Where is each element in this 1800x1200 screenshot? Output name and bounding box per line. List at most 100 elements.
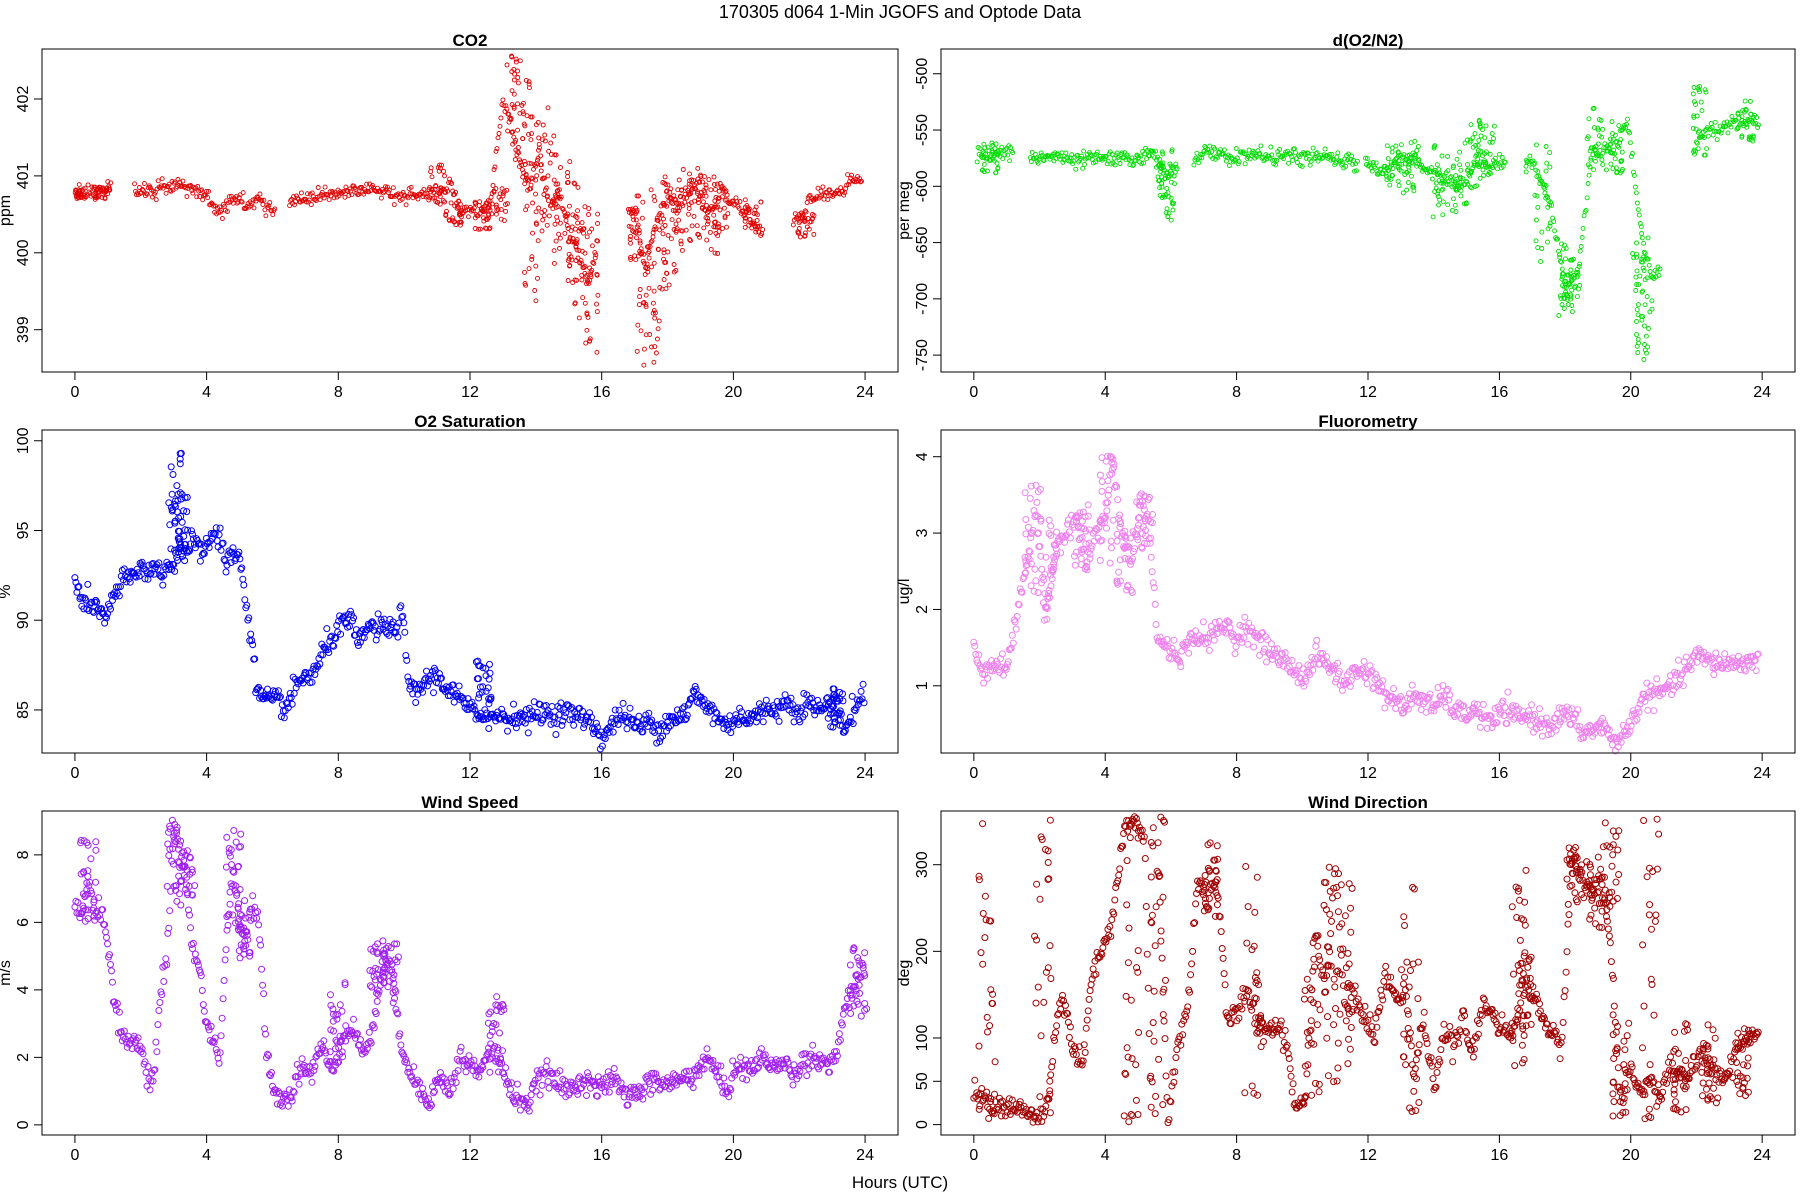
- data-point: [1159, 180, 1165, 186]
- data-point: [689, 223, 695, 229]
- data-point: [1012, 625, 1020, 633]
- data-point: [1612, 156, 1618, 162]
- x-tick-label: 0: [70, 765, 79, 782]
- data-point: [808, 219, 814, 225]
- data-point: [533, 122, 539, 128]
- data-point: [846, 181, 852, 187]
- data-point: [475, 694, 483, 702]
- data-point: [859, 680, 867, 688]
- data-point: [1393, 143, 1399, 149]
- data-point: [659, 212, 665, 218]
- data-point: [200, 197, 206, 203]
- data-point: [1690, 91, 1696, 97]
- data-point: [476, 226, 481, 232]
- data-point: [401, 628, 409, 636]
- data-point: [1008, 631, 1016, 639]
- data-point: [711, 224, 717, 230]
- data-point: [1389, 145, 1395, 151]
- data-point: [536, 147, 541, 153]
- data-point: [592, 719, 600, 727]
- data-point: [582, 204, 588, 210]
- data-point: [1635, 350, 1641, 355]
- data-point: [1373, 160, 1379, 166]
- data-point: [304, 191, 310, 197]
- data-point: [673, 221, 679, 227]
- x-axis: 0 4 8 12 16 20 24: [70, 753, 874, 782]
- data-point: [201, 192, 207, 198]
- data-point: [166, 907, 174, 915]
- data-point: [378, 195, 384, 201]
- data-point: [533, 177, 539, 183]
- data-point: [1395, 178, 1401, 184]
- data-point: [1177, 663, 1185, 671]
- data-point: [647, 332, 653, 337]
- y-axis: -750-700-650-600-550-500: [914, 58, 941, 371]
- data-point: [1619, 149, 1625, 155]
- data-point: [1071, 552, 1078, 560]
- data-point: [234, 200, 240, 206]
- data-point: [1343, 163, 1349, 169]
- data-point: [1712, 119, 1718, 125]
- data-point: [85, 182, 91, 188]
- data-point: [594, 301, 599, 307]
- data-point: [647, 244, 653, 250]
- data-point: [1114, 150, 1120, 156]
- data-point: [803, 209, 809, 215]
- data-point: [159, 581, 167, 589]
- data-point: [1386, 167, 1392, 173]
- data-point: [198, 188, 204, 194]
- data-point: [1160, 193, 1166, 199]
- data-point: [346, 192, 352, 198]
- data-point: [1314, 150, 1320, 156]
- data-point: [746, 222, 752, 228]
- data-point: [490, 183, 496, 188]
- data-point: [1532, 160, 1538, 166]
- data-point: [1413, 152, 1418, 158]
- data-point: [1557, 252, 1562, 258]
- data-point: [492, 164, 498, 170]
- data-point: [1584, 195, 1590, 201]
- data-point: [1384, 177, 1390, 183]
- data-point: [498, 216, 504, 222]
- data-point: [522, 269, 527, 275]
- data-point: [1646, 326, 1651, 331]
- data-point: [841, 192, 847, 198]
- data-point: [1725, 130, 1731, 136]
- data-point: [427, 195, 433, 201]
- data-point: [1599, 157, 1605, 163]
- data-point: [645, 269, 651, 275]
- data-point: [1112, 162, 1118, 168]
- data-point: [1756, 122, 1761, 128]
- y-tick-label: -750: [914, 339, 931, 371]
- data-point: [594, 271, 600, 277]
- data-point: [1070, 161, 1076, 167]
- data-point: [504, 727, 511, 735]
- data-point: [1117, 161, 1123, 166]
- data-point: [542, 138, 548, 144]
- data-point: [1494, 166, 1500, 172]
- data-point: [544, 222, 550, 228]
- data-point: [526, 131, 531, 137]
- data-point: [1614, 139, 1620, 145]
- data-point: [1205, 646, 1213, 654]
- data-point: [589, 243, 595, 249]
- data-point: [1442, 174, 1448, 180]
- data-point: [753, 229, 759, 235]
- data-point: [437, 201, 443, 207]
- data-point: [667, 195, 673, 200]
- data-point: [1623, 124, 1628, 130]
- data-point: [439, 162, 444, 168]
- x-tick-label: 12: [461, 384, 479, 401]
- data-point: [216, 524, 224, 532]
- data-point: [298, 1055, 306, 1063]
- data-point: [370, 182, 375, 188]
- data-point: [1171, 200, 1176, 206]
- data-point: [639, 215, 645, 221]
- data-point: [222, 568, 230, 576]
- data-point: [579, 277, 585, 283]
- data-point: [651, 260, 657, 266]
- y-tick-label: -650: [914, 226, 931, 258]
- data-point: [1634, 332, 1639, 338]
- data-point: [1634, 240, 1639, 246]
